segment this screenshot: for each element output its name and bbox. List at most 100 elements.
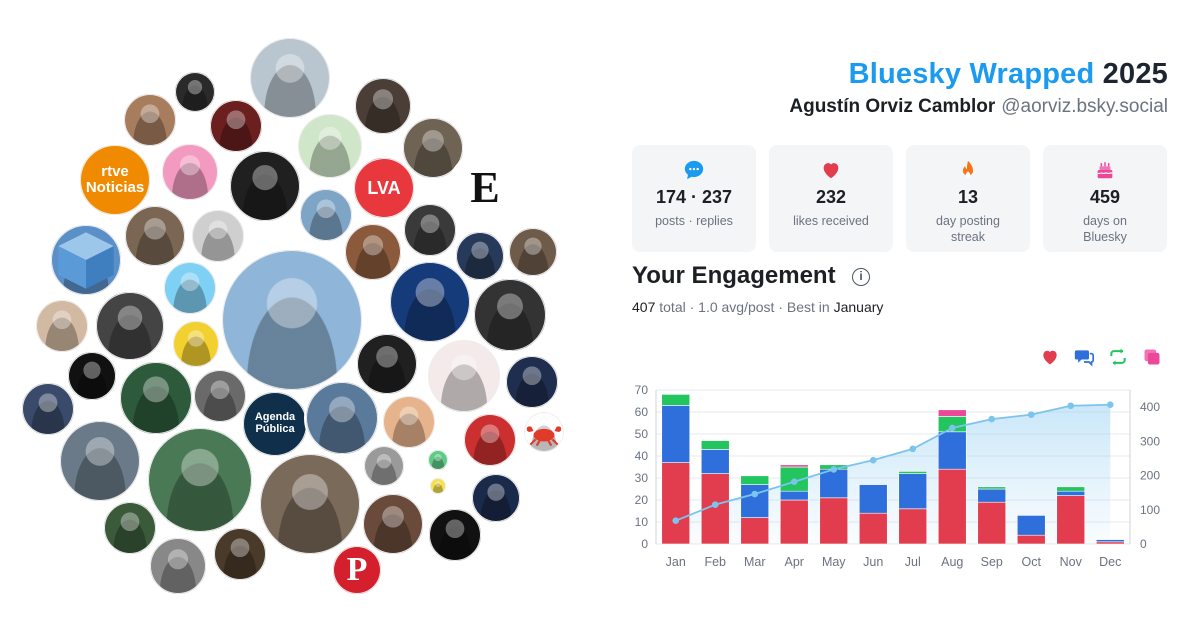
x-tick-label: Aug	[941, 555, 963, 569]
avatar-e-logo[interactable]: E	[448, 151, 522, 225]
bar-segment	[977, 488, 1007, 503]
stat-card-posts: 174 · 237 posts · replies	[632, 145, 756, 252]
bar-segment	[700, 440, 730, 450]
avatar[interactable]	[402, 202, 458, 258]
cumulative-point	[1027, 411, 1035, 418]
avatar[interactable]	[298, 187, 354, 243]
avatar[interactable]	[381, 394, 437, 450]
avatar[interactable]	[123, 204, 187, 268]
bar-segment	[977, 486, 1007, 490]
avatar[interactable]	[20, 381, 76, 437]
avatar[interactable]	[426, 448, 450, 472]
bar-segment	[977, 501, 1007, 545]
avatar[interactable]	[118, 360, 194, 436]
avatar[interactable]	[146, 426, 254, 534]
x-tick-label: Sep	[981, 555, 1003, 569]
legend-heart-icon[interactable]	[1040, 347, 1060, 367]
page-title: Bluesky Wrapped 2025	[849, 58, 1168, 91]
avatar[interactable]	[34, 298, 90, 354]
summary-avg: 1.0 avg/post	[698, 299, 775, 315]
info-icon[interactable]: i	[852, 268, 870, 286]
y2-tick-label: 0	[1140, 537, 1147, 551]
avatar[interactable]	[160, 142, 220, 202]
avatar[interactable]	[173, 70, 217, 114]
user-handle[interactable]: @aorviz.bsky.social	[1001, 96, 1168, 117]
avatar[interactable]	[171, 319, 221, 369]
x-tick-label: Apr	[785, 555, 804, 569]
bar-segment	[1016, 515, 1046, 536]
avatar[interactable]	[388, 260, 472, 344]
avatar[interactable]	[504, 354, 560, 410]
avatar[interactable]	[94, 290, 166, 362]
bar-segment	[1016, 534, 1046, 545]
avatar[interactable]	[122, 92, 178, 148]
avatar[interactable]	[258, 452, 362, 556]
avatar[interactable]	[148, 536, 208, 596]
bar-segment	[858, 512, 888, 545]
avatar[interactable]	[220, 248, 364, 392]
avatar[interactable]	[102, 500, 158, 556]
avatar[interactable]	[228, 149, 302, 223]
heart-icon	[823, 163, 839, 179]
avatar[interactable]	[192, 368, 248, 424]
avatar[interactable]	[427, 507, 483, 563]
avatar[interactable]	[190, 208, 246, 264]
y-tick-label: 40	[635, 449, 649, 463]
stat-label: day posting streak	[936, 214, 1000, 244]
avatar-agenda-publica[interactable]: Agenda Pública	[241, 390, 309, 458]
cumulative-point	[988, 415, 996, 423]
avatar[interactable]	[248, 36, 332, 120]
speech-bubble-icon	[684, 160, 704, 180]
avatar[interactable]	[522, 410, 566, 454]
avatar[interactable]	[304, 380, 380, 456]
avatar[interactable]	[454, 230, 506, 282]
avatar[interactable]	[361, 492, 425, 556]
avatar-p-logo[interactable]: P	[331, 544, 383, 596]
y-tick-label: 30	[635, 471, 649, 485]
avatar[interactable]	[162, 260, 218, 316]
stat-card-likes: 232 likes received	[769, 145, 893, 252]
bar-segment	[740, 517, 770, 545]
avatar-lva[interactable]: LVA	[352, 156, 416, 220]
avatar[interactable]	[58, 419, 142, 503]
bar-segment	[937, 409, 967, 417]
y-tick-label: 10	[635, 515, 649, 529]
bar-segment	[1056, 486, 1086, 492]
legend-repost-icon[interactable]	[1108, 347, 1128, 367]
avatar[interactable]	[66, 350, 118, 402]
avatar[interactable]	[208, 98, 264, 154]
avatar[interactable]	[426, 338, 502, 414]
avatar[interactable]	[212, 526, 268, 582]
avatar[interactable]	[296, 112, 364, 180]
y2-tick-label: 200	[1140, 469, 1160, 483]
x-tick-label: Oct	[1022, 555, 1042, 569]
avatar[interactable]	[428, 476, 448, 496]
legend-quote-icon[interactable]	[1142, 347, 1162, 367]
cube-logo-icon[interactable]	[54, 228, 118, 292]
avatar[interactable]	[462, 412, 518, 468]
avatar[interactable]	[355, 332, 419, 396]
avatar[interactable]	[472, 277, 548, 353]
avatar[interactable]	[470, 472, 522, 524]
bar-segment	[779, 464, 809, 468]
x-tick-label: Mar	[744, 555, 766, 569]
cumulative-point	[790, 478, 798, 486]
crab-icon[interactable]	[523, 416, 565, 448]
avatar[interactable]	[362, 444, 406, 488]
title-brand: Bluesky Wrapped	[848, 58, 1095, 90]
avatar-label: P	[346, 551, 368, 589]
bar-segment	[1056, 490, 1086, 496]
y2-tick-label: 400	[1140, 400, 1160, 414]
cumulative-point	[711, 501, 719, 508]
avatar[interactable]	[343, 222, 403, 282]
avatar-label: Agenda Pública	[254, 411, 296, 435]
cake-icon	[1097, 162, 1113, 179]
avatar[interactable]	[353, 76, 413, 136]
y-tick-label: 20	[635, 493, 649, 507]
engagement-chart: 0 10 20 30 40 50 60 70 0 100 200 300 400 Jan Feb Mar Apr…	[635, 383, 1161, 569]
y2-tick-label: 300	[1140, 434, 1160, 448]
legend-reply-icon[interactable]	[1074, 347, 1094, 367]
avatar-rtve[interactable]: rtve Noticias	[78, 143, 152, 217]
avatar[interactable]	[507, 226, 559, 278]
